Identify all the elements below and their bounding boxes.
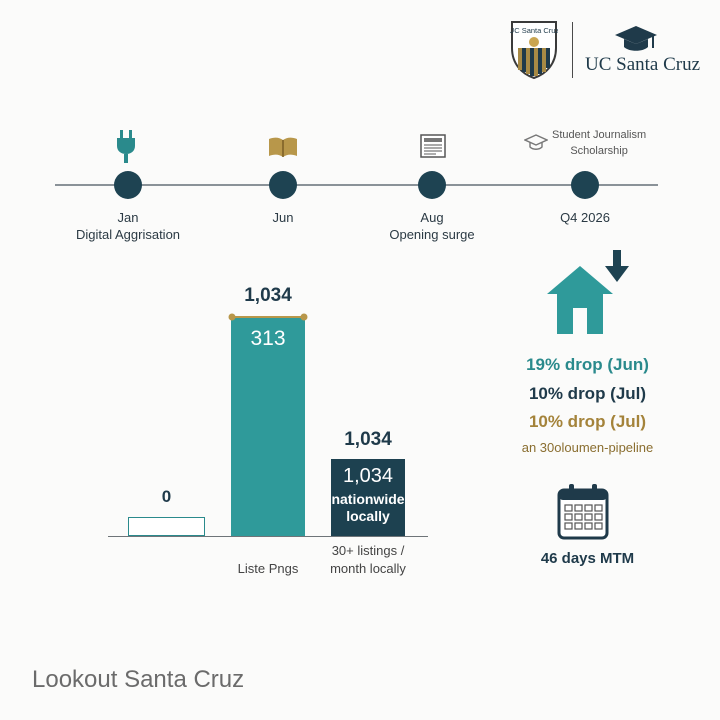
bar-0: [128, 517, 205, 536]
timeline-dot-jan: [114, 171, 142, 199]
shield-icon: UC Santa Cruz: [510, 21, 558, 80]
bar-2-inner-label: 1,034: [342, 465, 394, 487]
newspaper-icon: [420, 134, 446, 158]
bar-2-inner-sublabel: nationwide locally: [331, 491, 405, 525]
scholarship-note-line2: Scholarship: [570, 145, 628, 157]
house-down-arrow-icon: [547, 250, 629, 334]
category-line: 30+ listings /: [331, 543, 405, 558]
drop-stat-2: 10% drop (Jul): [480, 384, 695, 404]
category-label-2: 30+ listings / month locally: [306, 542, 430, 578]
timeline-date: Aug: [420, 210, 444, 225]
graduation-cap-icon: [524, 134, 548, 150]
timeline-label-aug: Aug Opening surge: [352, 209, 512, 243]
timeline-caption: Digital Aggrisation: [75, 227, 181, 242]
timeline-caption: Opening surge: [389, 227, 475, 242]
bar-2: [331, 459, 405, 536]
bar-0-value-label: 0: [161, 487, 172, 506]
category-line: month locally: [330, 561, 406, 576]
bar-1-inner-label: 313: [250, 327, 286, 350]
timeline-line: [55, 184, 658, 186]
drop-text: 19% drop (Jun): [526, 355, 649, 374]
timeline-dot-aug: [418, 171, 446, 199]
timeline-dot-q4: [571, 171, 599, 199]
uc-santa-cruz-logo: UC Santa Cruz UC Santa Cruz: [510, 20, 705, 82]
bar-2-value-label: 1,034: [344, 429, 392, 450]
bar-2-sub-line: locally: [346, 508, 390, 524]
timeline-date: Q4 2026: [560, 210, 610, 225]
chart-baseline: [108, 536, 428, 537]
timeline-dot-jun: [269, 171, 297, 199]
logo-divider: [572, 22, 573, 78]
drop-stat-3: 10% drop (Jul): [480, 412, 695, 432]
graduation-cap-icon: [615, 26, 657, 51]
logo-text: UC Santa Cruz: [585, 54, 701, 75]
bar-1-value-label: 1,034: [244, 285, 292, 306]
drop-text: 10% drop (Jul): [528, 384, 647, 403]
drop-text: 10% drop (Jul): [528, 412, 647, 431]
pipeline-note: an 30oloumen-pipeline: [521, 440, 654, 455]
timeline-date: Jun: [272, 210, 294, 225]
plug-icon: [117, 130, 135, 163]
timeline-label-jan: Jan Digital Aggrisation: [48, 209, 208, 243]
category-line: Liste Pngs: [237, 561, 299, 576]
shield-text: UC Santa Cruz: [510, 26, 558, 35]
bar-1: [231, 317, 305, 536]
book-icon: [269, 137, 297, 157]
footer-brand: Lookout Santa Cruz: [32, 666, 245, 693]
timeline-date: Jan: [117, 210, 139, 225]
calendar-icon: [557, 484, 609, 540]
scholarship-note-line1: Student Journalism: [552, 129, 647, 141]
bar-2-sub-line: nationwide: [331, 491, 405, 507]
bar-1-cap-line: [228, 313, 308, 321]
drop-stat-1: 19% drop (Jun): [480, 355, 695, 375]
timeline-label-q4: Q4 2026: [505, 209, 665, 226]
category-label-1: Liste Pngs: [211, 560, 325, 578]
scholarship-note: Student Journalism Scholarship: [552, 127, 646, 159]
days-stat: 46 days MTM: [540, 550, 635, 567]
timeline-label-jun: Jun: [203, 209, 363, 226]
